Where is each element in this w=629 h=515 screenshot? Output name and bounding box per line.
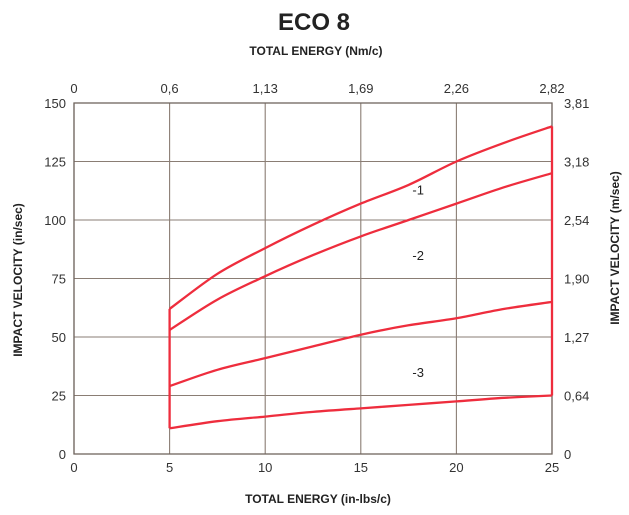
series-label: -2	[412, 248, 424, 263]
right-y-axis-title: IMPACT VELOCITY (m/sec)	[608, 171, 622, 325]
y2-tick-label: 1,27	[564, 330, 589, 345]
curve-layer	[168, 125, 554, 430]
y2-tick-label: 1,90	[564, 272, 589, 287]
x-tick-label: 25	[545, 460, 559, 475]
chart-title: ECO 8	[278, 9, 350, 36]
x-top-tick-label: 1,13	[253, 81, 278, 96]
y2-tick-label: 0	[564, 447, 571, 462]
y-tick-label: 100	[44, 213, 66, 228]
y2-tick-label: 2,54	[564, 213, 589, 228]
x-top-tick-label: 2,26	[444, 81, 469, 96]
x-tick-label: 10	[258, 460, 272, 475]
grid-layer	[73, 102, 553, 455]
series-line-1	[168, 125, 553, 310]
x-top-tick-label: 2,82	[539, 81, 564, 96]
y2-tick-label: 3,18	[564, 155, 589, 170]
y2-tick-label: 3,81	[564, 96, 589, 111]
x-tick-label: 0	[70, 460, 77, 475]
top-x-axis-title: TOTAL ENERGY (Nm/c)	[249, 44, 382, 58]
series-line-2	[168, 172, 553, 331]
series-label: -1	[412, 183, 424, 198]
x-tick-label: 5	[166, 460, 173, 475]
y2-tick-label: 0,64	[564, 389, 589, 404]
x-top-tick-label: 0,6	[161, 81, 179, 96]
y-tick-label: 75	[52, 272, 66, 287]
x-top-tick-label: 1,69	[348, 81, 373, 96]
y-tick-label: 150	[44, 96, 66, 111]
y-tick-label: 50	[52, 330, 66, 345]
series-line-3	[169, 300, 553, 388]
y-tick-label: 25	[52, 389, 66, 404]
y-tick-label: 0	[59, 447, 66, 462]
bottom-x-axis-title: TOTAL ENERGY (in-lbs/c)	[245, 492, 391, 506]
x-tick-label: 20	[449, 460, 463, 475]
series-line-4	[169, 394, 553, 430]
y-tick-label: 125	[44, 155, 66, 170]
x-tick-label: 15	[354, 460, 368, 475]
x-top-tick-label: 0	[70, 81, 77, 96]
left-y-axis-title: IMPACT VELOCITY (in/sec)	[11, 203, 25, 357]
series-label: -3	[412, 365, 424, 380]
